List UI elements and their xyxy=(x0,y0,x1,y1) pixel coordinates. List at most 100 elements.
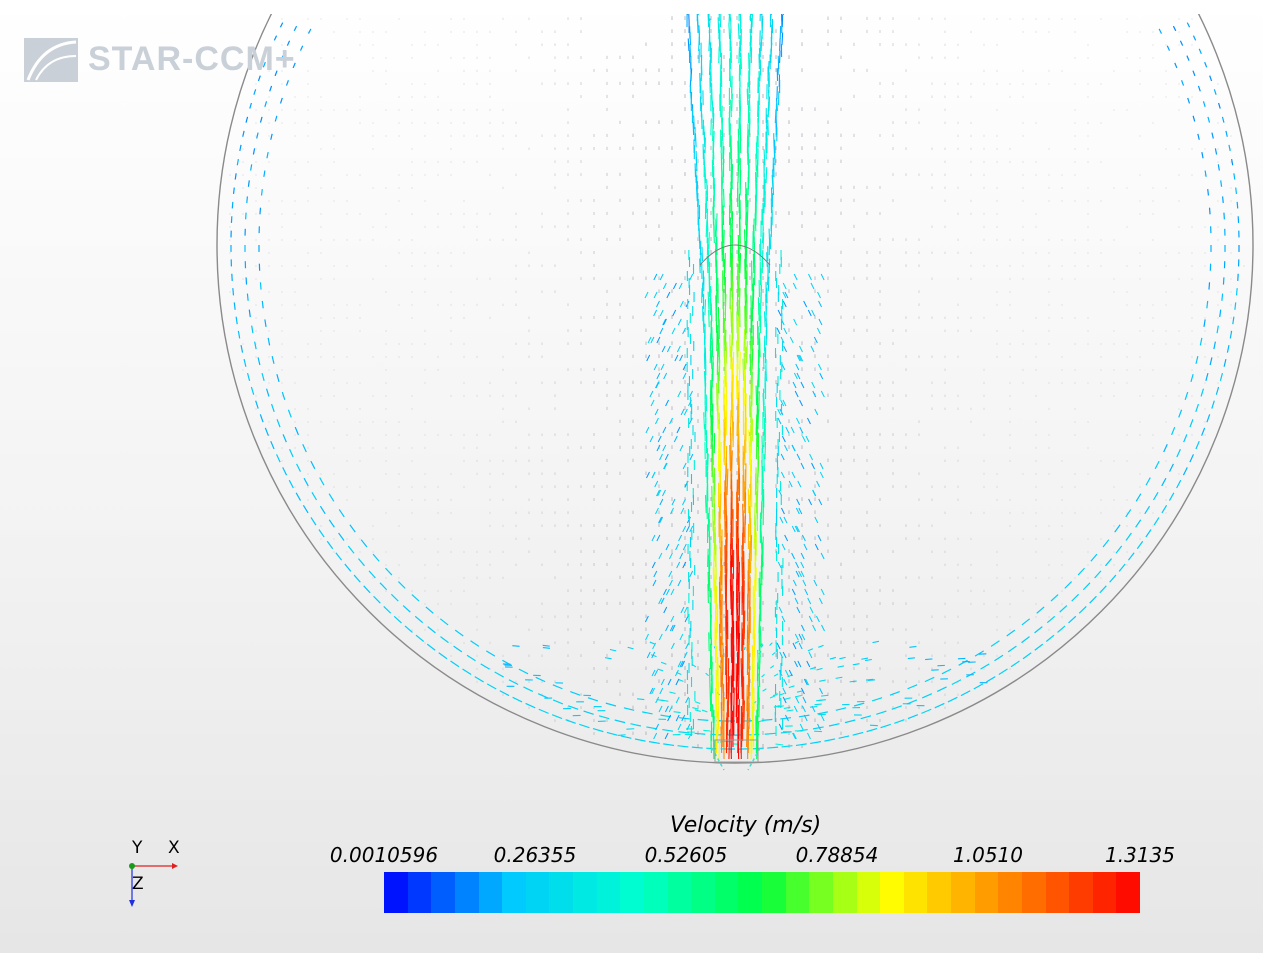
velocity-arrow xyxy=(891,705,902,710)
velocity-arrow xyxy=(1144,505,1151,515)
velocity-arrow xyxy=(678,717,690,720)
velocity-arrow xyxy=(793,705,798,713)
velocity-arrow xyxy=(1125,532,1132,541)
velocity-arrow xyxy=(1181,80,1185,86)
velocity-arrow xyxy=(781,615,786,623)
velocity-arrow xyxy=(663,372,668,380)
velocity-arrow xyxy=(909,645,917,648)
colorbar-segment xyxy=(856,872,881,913)
velocity-arrow xyxy=(800,381,805,389)
velocity-arrow xyxy=(852,731,864,736)
velocity-arrow xyxy=(809,453,814,461)
velocity-arrow xyxy=(685,525,690,533)
velocity-arrow xyxy=(655,381,660,389)
velocity-arrow xyxy=(792,642,797,650)
velocity-arrow xyxy=(1221,196,1224,204)
velocity-arrow xyxy=(814,543,819,551)
velocity-arrow xyxy=(803,300,808,308)
velocity-arrow xyxy=(776,642,781,650)
velocity-arrow xyxy=(335,552,343,561)
velocity-arrow xyxy=(706,255,709,274)
velocity-arrow xyxy=(689,273,694,281)
velocity-arrow xyxy=(683,408,688,416)
velocity-arrow xyxy=(645,633,649,641)
velocity-arrow xyxy=(1229,330,1233,339)
velocity-arrow xyxy=(232,187,235,195)
velocity-arrow xyxy=(813,336,818,344)
velocity-arrow xyxy=(649,435,654,443)
velocity-arrow xyxy=(1145,477,1151,486)
velocity-arrow xyxy=(385,567,393,576)
velocity-arrow xyxy=(835,707,847,711)
velocity-arrow xyxy=(861,657,869,660)
velocity-arrow xyxy=(679,633,684,641)
velocity-arrow xyxy=(794,640,800,644)
velocity-arrow xyxy=(259,414,264,423)
velocity-arrow xyxy=(1186,55,1190,61)
colorbar-segment xyxy=(691,872,715,913)
velocity-arrow xyxy=(662,282,667,290)
velocity-arrow xyxy=(990,640,1000,647)
velocity-arrow xyxy=(844,719,856,724)
velocity-arrow xyxy=(670,507,674,515)
velocity-arrow xyxy=(243,359,247,367)
velocity-arrow xyxy=(814,516,819,524)
velocity-arrow xyxy=(1206,414,1211,423)
velocity-arrow xyxy=(311,492,318,501)
velocity-arrow xyxy=(819,679,826,682)
velocity-arrow xyxy=(1197,133,1200,140)
velocity-arrow xyxy=(907,714,919,720)
velocity-arrow xyxy=(676,561,681,569)
velocity-arrow xyxy=(805,435,810,443)
velocity-arrow xyxy=(743,328,746,352)
velocity-arrow xyxy=(782,399,787,407)
velocity-arrow xyxy=(450,660,460,668)
velocity-arrow xyxy=(1046,615,1056,624)
velocity-arrow xyxy=(666,291,671,299)
velocity-arrow xyxy=(319,505,326,515)
velocity-arrow xyxy=(796,453,801,461)
velocity-arrow xyxy=(523,686,534,693)
velocity-arrow xyxy=(782,282,787,290)
velocity-arrow xyxy=(764,732,776,735)
velocity-arrow xyxy=(807,597,812,605)
velocity-arrow xyxy=(786,709,794,712)
colorbar-segment xyxy=(903,872,928,913)
velocity-arrow xyxy=(658,705,663,713)
velocity-arrow xyxy=(675,696,680,704)
velocity-arrow xyxy=(663,588,667,596)
velocity-arrow xyxy=(288,479,294,489)
velocity-arrow xyxy=(302,504,309,514)
velocity-arrow xyxy=(657,435,662,443)
velocity-arrow xyxy=(669,579,673,587)
velocity-arrow xyxy=(397,581,406,589)
velocity-arrow xyxy=(782,651,787,659)
velocity-arrow xyxy=(789,336,794,344)
velocity-arrow xyxy=(758,667,761,688)
velocity-arrow xyxy=(791,552,796,560)
velocity-arrow xyxy=(289,448,294,458)
velocity-arrow xyxy=(819,372,824,380)
velocity-arrow xyxy=(1118,563,1126,572)
velocity-arrow xyxy=(677,579,682,587)
velocity-arrow xyxy=(669,417,674,425)
velocity-arrow xyxy=(656,372,661,380)
velocity-arrow xyxy=(701,709,708,713)
velocity-arrow xyxy=(667,678,672,686)
velocity-arrow xyxy=(678,282,683,290)
velocity-arrow xyxy=(270,440,275,450)
velocity-arrow xyxy=(761,718,773,721)
velocity-arrow xyxy=(654,669,658,677)
velocity-arrow xyxy=(720,135,723,154)
colorbar-segment xyxy=(714,872,739,913)
velocity-arrow xyxy=(604,657,612,660)
velocity-arrow xyxy=(775,743,784,746)
velocity-arrow xyxy=(794,597,799,605)
velocity-arrow xyxy=(819,687,823,695)
velocity-arrow xyxy=(799,345,803,353)
velocity-arrow xyxy=(231,201,234,209)
velocity-arrow xyxy=(696,19,699,34)
velocity-arrow xyxy=(821,624,825,632)
velocity-arrow xyxy=(1006,629,1016,637)
